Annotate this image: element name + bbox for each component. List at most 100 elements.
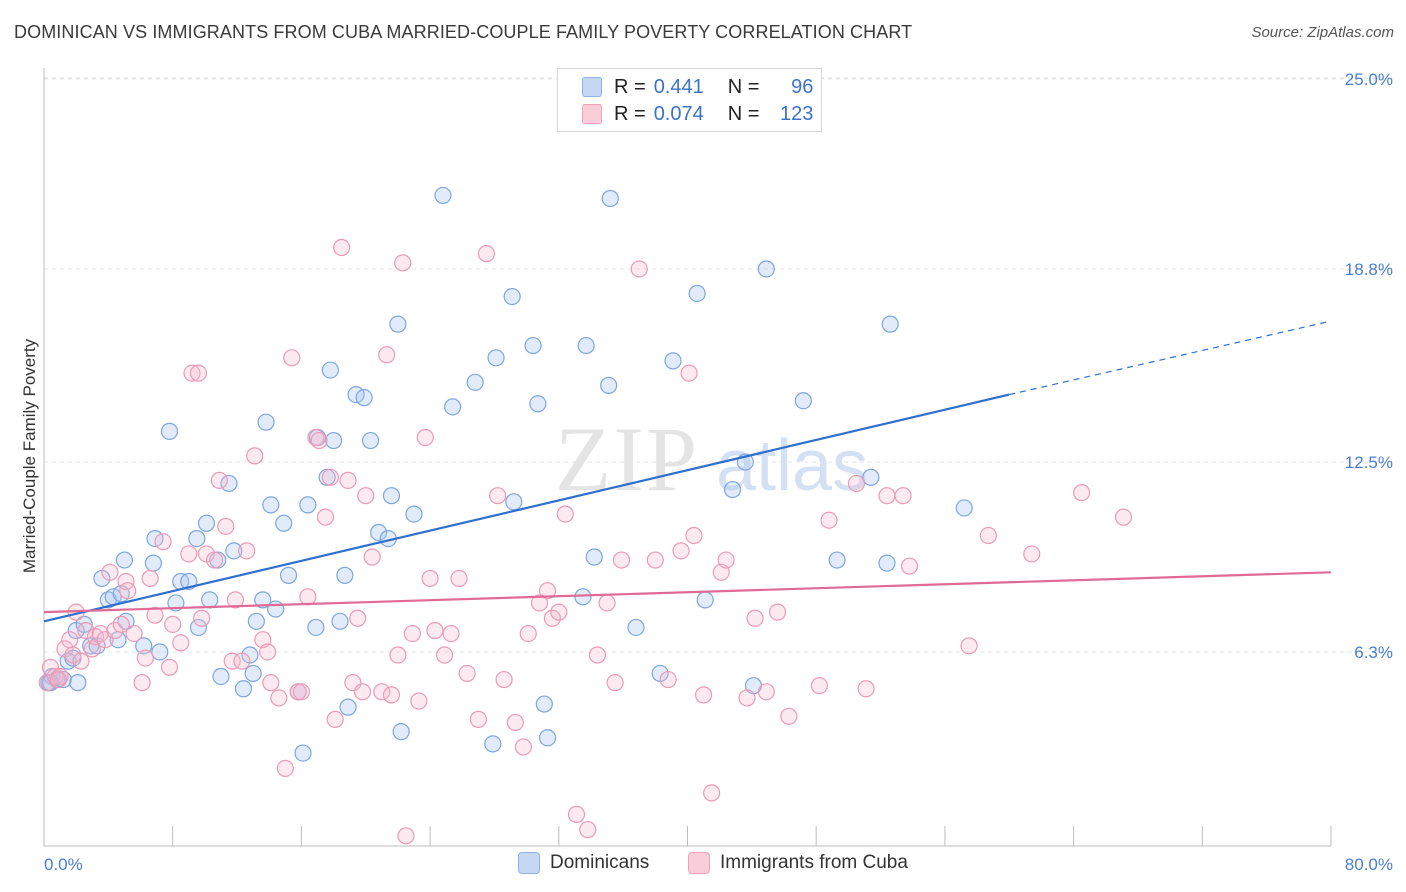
cuba-point — [363, 548, 381, 566]
cuba-point — [382, 686, 401, 704]
cuba-point — [768, 603, 787, 621]
cuba-point — [1023, 545, 1041, 563]
dominican-point — [723, 480, 742, 499]
dominican-point — [324, 431, 343, 450]
dominican-point — [361, 431, 380, 450]
dominican-point — [585, 548, 603, 566]
cuba-point — [514, 738, 533, 756]
cuba-point — [299, 588, 317, 606]
cuba-point — [567, 805, 586, 823]
cuba-point — [333, 238, 351, 257]
cuba-point — [106, 621, 124, 640]
dominican-point — [529, 395, 547, 413]
dominican-point — [244, 664, 262, 683]
dominican-point — [321, 361, 339, 379]
cuba-point — [226, 591, 245, 609]
dominican-point — [234, 680, 253, 698]
cuba-point — [685, 526, 703, 545]
cuba-point — [598, 594, 616, 612]
cuba-point — [316, 508, 335, 526]
legend-r-label: R = — [614, 75, 646, 98]
cuba-point — [979, 526, 997, 545]
dominican-point — [299, 496, 317, 514]
cuba-point — [136, 649, 154, 667]
dominican-point — [355, 389, 373, 407]
legend-swatch-cuba — [688, 852, 710, 874]
dominican-point — [466, 373, 484, 391]
cuba-point — [357, 487, 375, 505]
cuba-point — [489, 487, 507, 505]
cuba-point — [61, 631, 79, 649]
dominican-point — [392, 723, 410, 741]
cuba-point — [556, 505, 574, 523]
cuba-point — [900, 557, 919, 575]
dominican-point — [294, 744, 312, 762]
dominican-point — [189, 618, 208, 637]
dominican-point — [688, 284, 706, 303]
legend-r-value: 0.441 — [653, 75, 704, 98]
cuba-point — [530, 594, 549, 612]
cuba-point — [259, 643, 277, 661]
dominican-point — [257, 413, 275, 431]
cuba-point — [353, 683, 372, 701]
cuba-point — [46, 667, 64, 686]
watermark-atlas: atlas — [716, 426, 868, 506]
dominican-point — [696, 591, 714, 609]
cuba-point — [262, 674, 280, 692]
dominican-point — [524, 336, 542, 355]
cuba-point — [606, 674, 624, 692]
dominican-point — [75, 615, 93, 633]
cuba-point — [416, 428, 434, 447]
cuba-point — [397, 827, 415, 845]
cuba-point — [703, 784, 721, 802]
cuba-point — [857, 680, 875, 698]
cuba-point — [538, 582, 557, 600]
series-immigrants-from-cuba — [38, 238, 1133, 845]
legend-swatch-dominicans — [518, 852, 540, 874]
dominican-point — [144, 554, 162, 572]
cuba-point — [878, 487, 896, 505]
chart-title: DOMINICAN VS IMMIGRANTS FROM CUBA MARRIE… — [14, 22, 913, 42]
dominican-point — [336, 566, 354, 584]
cuba-point — [146, 606, 164, 624]
dominican-point — [389, 315, 407, 333]
cuba-point — [141, 569, 159, 588]
dominican-point — [262, 496, 280, 514]
cuba-point — [659, 670, 677, 689]
cuba-point — [101, 563, 119, 581]
dominican-point — [955, 499, 973, 517]
cuba-point — [49, 670, 68, 689]
cuba-point — [238, 542, 256, 560]
legend-item-cuba: Immigrants from Cuba — [688, 852, 908, 874]
cuba-point — [550, 603, 568, 621]
cuba-point — [469, 710, 487, 728]
dominican-point — [275, 514, 293, 532]
legend-label-cuba: Immigrants from Cuba — [720, 852, 908, 873]
cuba-point — [746, 609, 764, 627]
legend-row-cuba: R = 0.074 N = 123 — [582, 102, 813, 126]
cuba-point — [403, 624, 422, 643]
cuba-point — [189, 364, 208, 382]
cuba-point — [410, 692, 428, 710]
dominican-point — [828, 551, 846, 569]
cuba-point — [321, 468, 339, 486]
cuba-point — [738, 689, 756, 707]
dominican-point — [212, 667, 230, 686]
dominican-point — [267, 600, 285, 618]
dominican-point — [307, 618, 325, 637]
legend-item-dominicans: Dominicans — [518, 852, 649, 874]
legend-swatch-pink — [582, 104, 602, 124]
cuba-point — [588, 646, 607, 664]
cuba-point — [160, 658, 179, 676]
cuba-point — [543, 609, 561, 627]
cuba-point — [477, 245, 496, 263]
cuba-point — [435, 646, 454, 664]
cuba-point — [292, 683, 310, 701]
cuba-point — [86, 628, 105, 646]
legend-n-value: 96 — [791, 75, 814, 98]
dominican-point — [487, 349, 505, 367]
cuba-point — [810, 677, 829, 695]
cuba-point — [495, 670, 513, 689]
cuba-point — [276, 759, 294, 778]
